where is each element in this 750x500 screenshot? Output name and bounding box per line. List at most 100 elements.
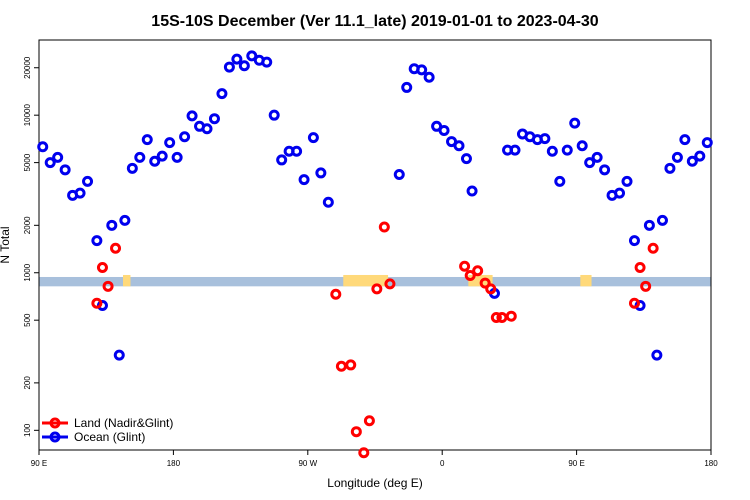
data-point <box>59 164 71 176</box>
data-point <box>345 359 357 371</box>
data-point <box>371 283 383 295</box>
data-point <box>315 167 327 179</box>
data-point <box>679 134 691 146</box>
data-point <box>216 88 228 100</box>
data-point <box>363 415 375 427</box>
data-point <box>554 175 566 187</box>
y-tick-label: 200 <box>23 376 32 390</box>
data-point <box>208 113 220 125</box>
legend-item-land: Land (Nadir&Glint) <box>42 416 173 430</box>
data-point <box>628 235 640 247</box>
data-point <box>96 261 108 273</box>
data-point <box>261 56 273 68</box>
data-point <box>106 219 118 231</box>
data-point <box>453 140 465 152</box>
data-point <box>496 311 508 323</box>
chart-title: 15S-10S December (Ver 11.1_late) 2019-01… <box>151 13 599 30</box>
data-point <box>276 154 288 166</box>
land-series <box>91 221 659 459</box>
legend-label: Land (Nadir&Glint) <box>74 416 173 430</box>
data-point <box>621 175 633 187</box>
data-point <box>701 137 713 149</box>
data-point <box>298 174 310 186</box>
y-axis-label: N Total <box>0 226 12 263</box>
data-point <box>539 133 551 145</box>
data-point <box>643 219 655 231</box>
data-point <box>546 145 558 157</box>
data-point <box>119 214 131 226</box>
data-point <box>268 109 280 121</box>
data-point <box>82 175 94 187</box>
data-point <box>466 185 478 197</box>
x-axis: 90 E 180 90 W 0 90 E 180 <box>31 450 718 468</box>
data-point <box>223 61 235 73</box>
data-point <box>186 110 198 122</box>
data-point <box>358 447 370 459</box>
y-tick-label: 100 <box>23 423 32 437</box>
data-point <box>459 260 471 272</box>
data-point <box>656 214 668 226</box>
data-point <box>485 283 497 295</box>
data-point <box>378 221 390 233</box>
y-axis: 100 200 500 1000 2000 5000 10000 20000 <box>23 56 39 437</box>
data-point <box>584 157 596 169</box>
data-point <box>479 277 491 289</box>
data-point <box>472 265 484 277</box>
ocean-series <box>37 50 713 361</box>
data-point <box>505 310 517 322</box>
y-tick-label: 2000 <box>23 216 32 234</box>
data-point <box>416 64 428 76</box>
x-axis-label: Longitude (deg E) <box>327 476 422 490</box>
data-point <box>231 53 243 65</box>
data-point <box>464 270 476 282</box>
data-point <box>401 81 413 93</box>
land-segment <box>343 274 389 287</box>
data-point <box>322 196 334 208</box>
x-tick-label: 180 <box>704 459 718 468</box>
data-point <box>179 131 191 143</box>
data-point <box>384 278 396 290</box>
x-tick-label: 90 E <box>568 459 584 468</box>
data-point <box>561 144 573 156</box>
data-point <box>164 137 176 149</box>
x-tick-label: 90 W <box>298 459 317 468</box>
data-point <box>307 132 319 144</box>
data-point <box>246 50 258 62</box>
y-tick-label: 20000 <box>23 56 32 79</box>
data-point <box>460 153 472 165</box>
data-point <box>664 162 676 174</box>
land-segment <box>123 274 131 287</box>
data-point <box>509 144 521 156</box>
data-points <box>37 50 713 459</box>
data-point <box>640 280 652 292</box>
land-segment <box>580 274 592 287</box>
data-point <box>330 288 342 300</box>
data-point <box>74 187 86 199</box>
legend-item-ocean: Ocean (Glint) <box>42 430 145 444</box>
data-point <box>438 124 450 136</box>
data-point <box>569 117 581 129</box>
data-point <box>671 151 683 163</box>
data-point <box>576 140 588 152</box>
x-tick-label: 90 E <box>31 459 47 468</box>
data-point <box>490 311 502 323</box>
data-point <box>156 150 168 162</box>
legend-swatch-marker <box>49 431 61 443</box>
data-point <box>102 280 114 292</box>
data-point <box>599 164 611 176</box>
data-point <box>423 71 435 83</box>
data-point <box>201 123 213 135</box>
data-point <box>291 145 303 157</box>
data-point <box>686 155 698 167</box>
data-point <box>634 261 646 273</box>
data-point <box>37 141 49 153</box>
data-point <box>52 151 64 163</box>
x-tick-label: 0 <box>440 459 445 468</box>
data-point <box>134 151 146 163</box>
legend-label: Ocean (Glint) <box>74 430 145 444</box>
data-point <box>238 60 250 72</box>
data-point <box>141 134 153 146</box>
y-tick-label: 1000 <box>23 263 32 281</box>
data-point <box>335 360 347 372</box>
